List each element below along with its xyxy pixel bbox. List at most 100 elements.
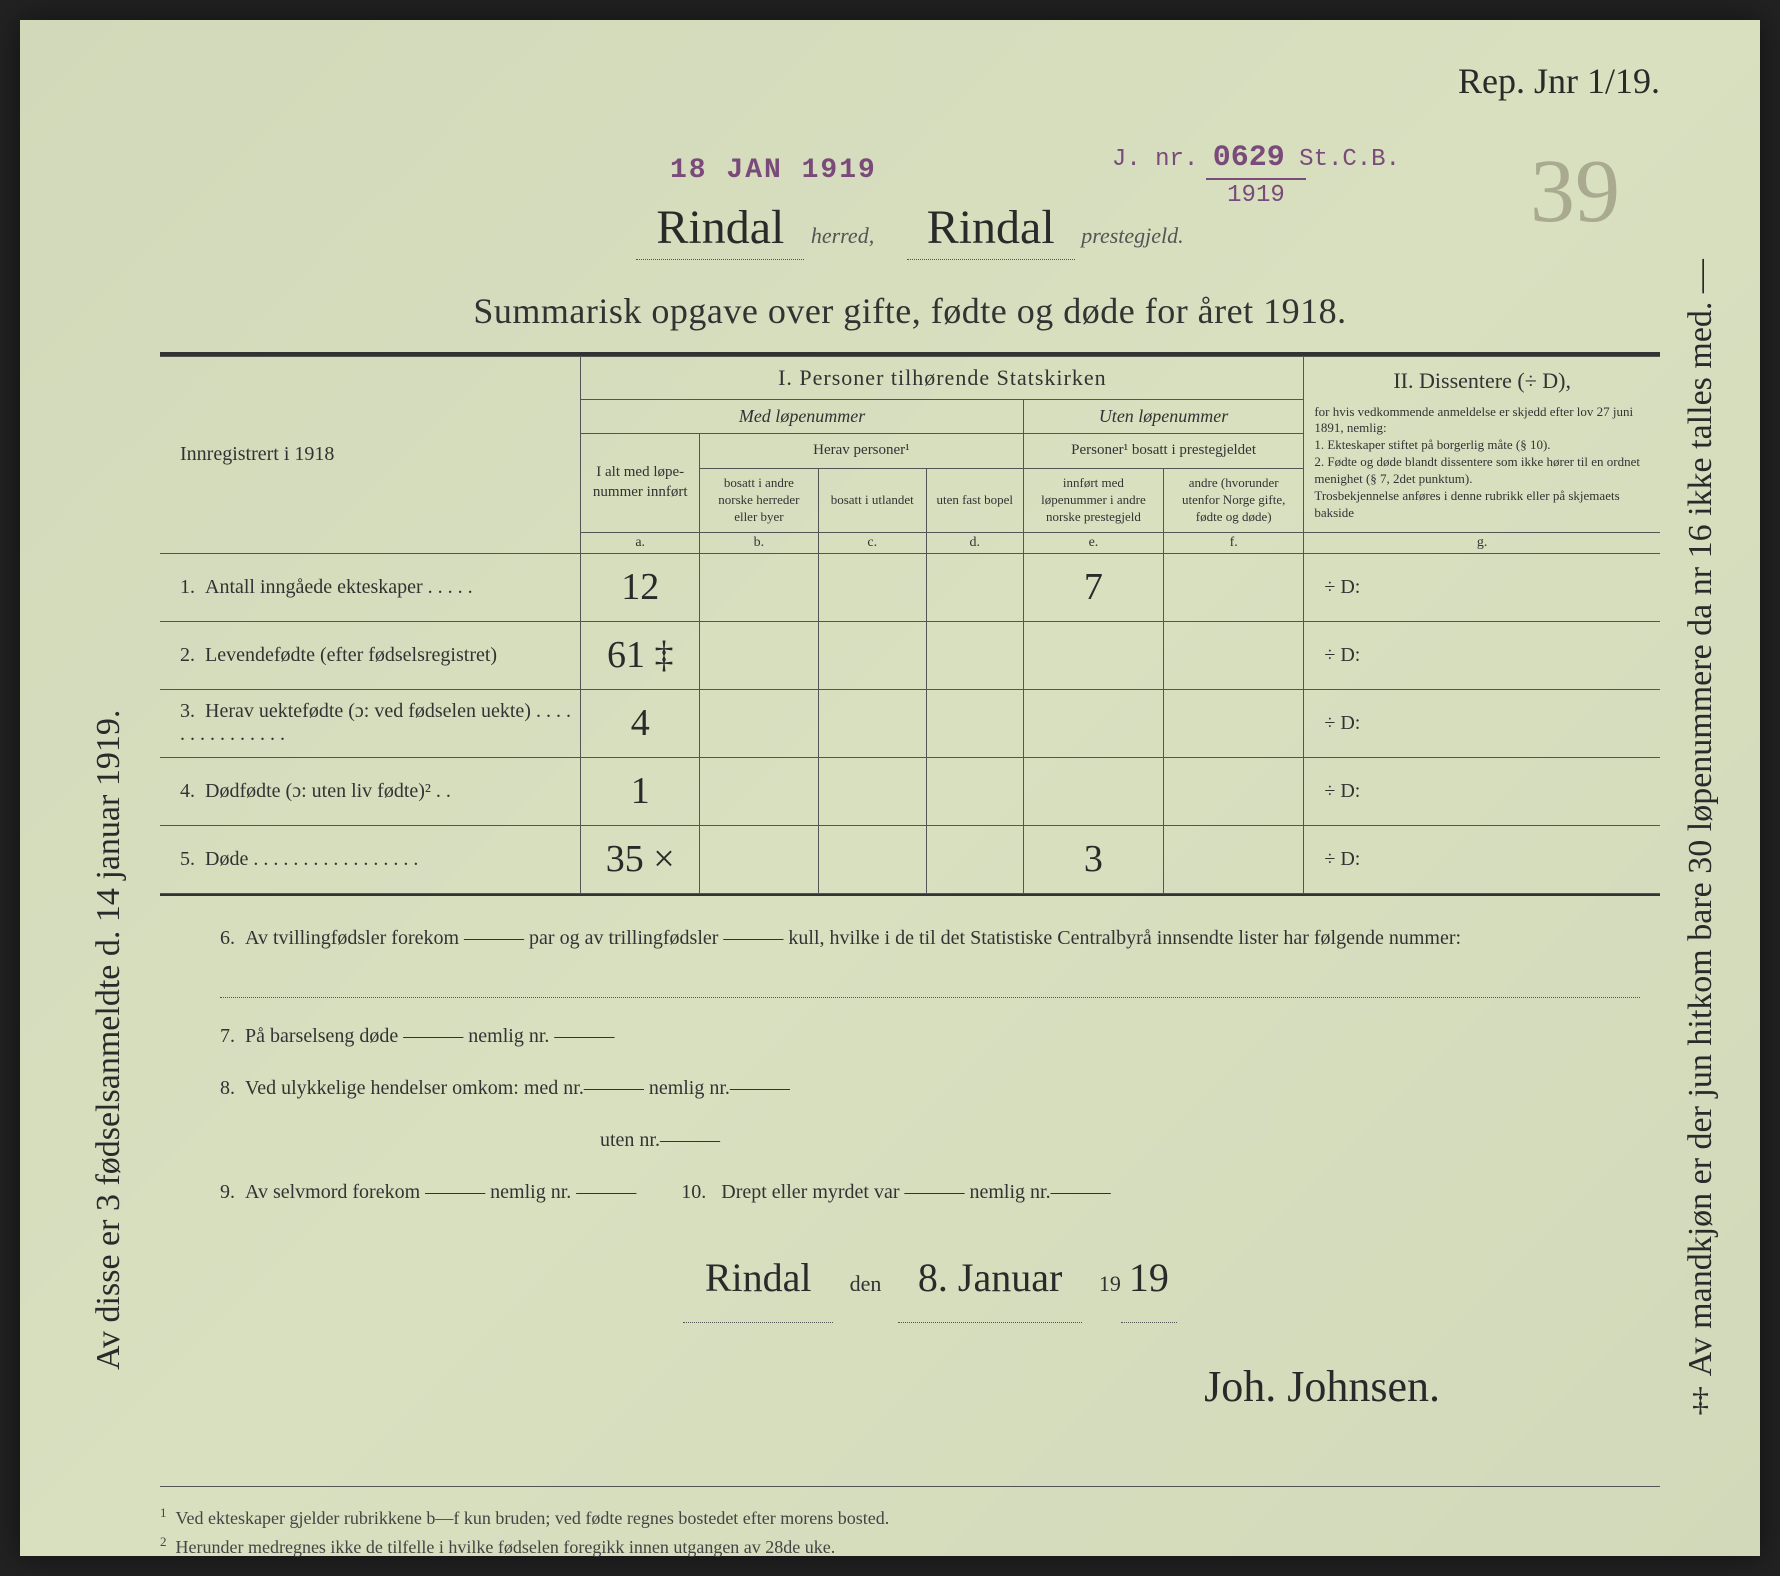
cell-d [926, 757, 1023, 825]
item8a-text: Ved ulykkelige hendelser omkom: med nr.—… [245, 1077, 790, 1099]
table-row: 4. Dødfødte (ɔ: uten liv fødte)² . . 1 ÷… [160, 757, 1660, 825]
header-med-lopenummer: Med løpenummer [581, 400, 1023, 434]
item7-text: På barselseng døde ——— nemlig nr. ——— [245, 1025, 614, 1047]
cell-b [700, 553, 819, 621]
letter-e: e. [1023, 532, 1163, 553]
handwritten-top-right: Rep. Jnr 1/19. [1458, 60, 1660, 102]
herred-value: Rindal [636, 200, 804, 260]
footnote-2: 2 Herunder medregnes ikke de tilfelle i … [160, 1532, 1660, 1562]
den-label: den [850, 1271, 882, 1296]
stamp-jnr-prefix: J. nr. [1112, 146, 1198, 173]
header-ialt: I alt med løpe-nummer innført [581, 434, 700, 533]
item10-text: Drept eller myrdet var ——— nemlig nr.——— [721, 1181, 1110, 1203]
table-row: 5. Døde . . . . . . . . . . . . . . . . … [160, 825, 1660, 893]
footnote2-text: Herunder medregnes ikke de tilfelle i hv… [176, 1537, 836, 1557]
item-6: 6. Av tvillingfødsler forekom ——— par og… [220, 916, 1640, 960]
cell-g: ÷ D: [1304, 553, 1660, 621]
col-b: bosatt i andre norske herreder eller bye… [700, 469, 819, 533]
col-d: uten fast bopel [926, 469, 1023, 533]
cell-g: ÷ D: [1304, 757, 1660, 825]
footnote1-text: Ved ekteskaper gjelder rubrikkene b—f ku… [176, 1508, 890, 1528]
header-personer-bosatt: Personer¹ bosatt i prestegjeldet [1023, 434, 1304, 469]
cell-d [926, 689, 1023, 757]
cell-e: 7 [1023, 553, 1163, 621]
cell-g: ÷ D: [1304, 689, 1660, 757]
prestegjeld-label: prestegjeld. [1081, 223, 1183, 248]
header-uten-lopenummer: Uten løpenummer [1023, 400, 1304, 434]
row-label: 5. Døde . . . . . . . . . . . . . . . . … [160, 825, 581, 893]
cell-d [926, 553, 1023, 621]
stamp-jnr-year: 1919 [1112, 182, 1400, 211]
header-innregistrert: Innregistrert i 1918 [160, 357, 581, 554]
cell-c [818, 621, 926, 689]
footnotes: 1 Ved ekteskaper gjelder rubrikkene b—f … [160, 1486, 1660, 1563]
col-c: bosatt i utlandet [818, 469, 926, 533]
letter-d: d. [926, 532, 1023, 553]
table-row: 1. Antall inngåede ekteskaper . . . . . … [160, 553, 1660, 621]
margin-note-right: ‡ Av mandkjøn er der jun hitkom bare 30 … [1682, 220, 1720, 1420]
cell-c [818, 689, 926, 757]
cell-g: ÷ D: [1304, 825, 1660, 893]
item6-text: Av tvillingfødsler forekom ——— par og av… [245, 927, 1461, 949]
item-7: 7. På barselseng døde ——— nemlig nr. ——— [220, 1014, 1640, 1058]
cell-c [818, 553, 926, 621]
letter-g: g. [1304, 532, 1660, 553]
cell-e [1023, 689, 1163, 757]
letter-a: a. [581, 532, 700, 553]
main-table: Innregistrert i 1918 I. Personer tilhøre… [160, 352, 1660, 896]
cell-a: 61 ‡ [581, 621, 700, 689]
cell-a: 35 × [581, 825, 700, 893]
prestegjeld-value: Rindal [907, 200, 1075, 260]
cell-b [700, 621, 819, 689]
cell-d [926, 621, 1023, 689]
row-label: 3. Herav uektefødte (ɔ: ved fødselen uek… [160, 689, 581, 757]
footnote-1: 1 Ved ekteskaper gjelder rubrikkene b—f … [160, 1503, 1660, 1533]
item-8: 8. Ved ulykkelige hendelser omkom: med n… [220, 1066, 1640, 1110]
row-label: 1. Antall inngåede ekteskaper . . . . . [160, 553, 581, 621]
margin-note-left: Av disse er 3 fødselsanmeldte d. 14 janu… [90, 470, 128, 1370]
item9-text: Av selvmord forekom ——— nemlig nr. ——— [245, 1181, 636, 1203]
cell-g: ÷ D: [1304, 621, 1660, 689]
stamp-jnr-suffix: St.C.B. [1299, 146, 1400, 173]
item-8b: uten nr.——— [220, 1118, 1640, 1162]
cell-a: 4 [581, 689, 700, 757]
cell-a: 1 [581, 757, 700, 825]
cell-b [700, 689, 819, 757]
letter-c: c. [818, 532, 926, 553]
sig-place: Rindal [683, 1234, 833, 1323]
document-title: Summarisk opgave over gifte, fødte og dø… [160, 290, 1660, 332]
row-label: 4. Dødfødte (ɔ: uten liv fødte)² . . [160, 757, 581, 825]
cell-f [1164, 757, 1304, 825]
year-suffix: 19 [1121, 1234, 1177, 1323]
signature-line: Rindal den 8. Januar 1919 [220, 1234, 1640, 1323]
bottom-section: 6. Av tvillingfødsler forekom ——— par og… [160, 896, 1660, 1456]
herred-label: herred, [811, 223, 874, 248]
row-label: 2. Levendefødte (efter fødselsregistret) [160, 621, 581, 689]
cell-f [1164, 689, 1304, 757]
cell-c [818, 825, 926, 893]
letter-b: b. [700, 532, 819, 553]
page-number: 39 [1530, 140, 1620, 243]
document-page: Rep. Jnr 1/19. 18 JAN 1919 J. nr. 0629 S… [20, 20, 1760, 1556]
stamp-jnr-number: 0629 [1213, 141, 1285, 175]
cell-b [700, 825, 819, 893]
table-row: 2. Levendefødte (efter fødselsregistret)… [160, 621, 1660, 689]
cell-a: 12 [581, 553, 700, 621]
stamp-journal-number: J. nr. 0629 St.C.B. 1919 [1112, 140, 1400, 211]
cell-d [926, 825, 1023, 893]
cell-f [1164, 825, 1304, 893]
item-9-10: 9. Av selvmord forekom ——— nemlig nr. ——… [220, 1170, 1640, 1214]
cell-b [700, 757, 819, 825]
section2-content: II. Dissentere (÷ D), for hvis vedkommen… [1304, 357, 1660, 533]
signature: Joh. Johnsen. [220, 1339, 1640, 1436]
item6-blank-line [220, 968, 1640, 998]
col-e: innført med løpenummer i andre norske pr… [1023, 469, 1163, 533]
cell-e [1023, 757, 1163, 825]
stamp-divider [1206, 178, 1306, 180]
cell-c [818, 757, 926, 825]
cell-e [1023, 621, 1163, 689]
year-prefix: 19 [1099, 1271, 1121, 1296]
dissenter-text: for hvis vedkommende anmeldelse er skjed… [1314, 404, 1650, 522]
header-line: Rindal herred, Rindal prestegjeld. [160, 200, 1660, 260]
sig-date: 8. Januar [898, 1234, 1082, 1323]
